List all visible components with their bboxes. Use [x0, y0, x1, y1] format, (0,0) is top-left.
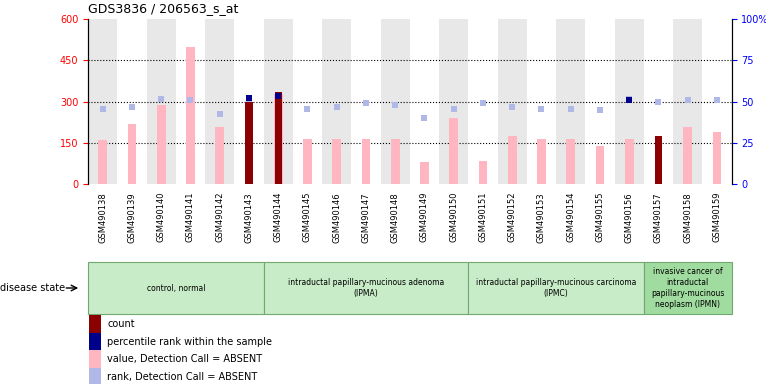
Bar	[537, 139, 546, 184]
Text: intraductal papillary-mucinous carcinoma
(IPMC): intraductal papillary-mucinous carcinoma…	[476, 278, 637, 298]
Bar	[498, 19, 527, 184]
Bar	[410, 19, 439, 184]
Bar	[264, 19, 293, 184]
Bar	[273, 94, 283, 184]
Text: rank, Detection Call = ABSENT: rank, Detection Call = ABSENT	[107, 372, 257, 382]
Bar	[215, 127, 224, 184]
Text: count: count	[107, 319, 135, 329]
Bar	[439, 19, 468, 184]
Bar	[244, 102, 254, 184]
Bar	[362, 139, 370, 184]
Bar	[508, 136, 516, 184]
Bar	[702, 19, 732, 184]
Bar	[90, 333, 101, 351]
Text: value, Detection Call = ABSENT: value, Detection Call = ABSENT	[107, 354, 263, 364]
Bar	[205, 19, 234, 184]
Bar	[264, 262, 468, 314]
Bar	[673, 19, 702, 184]
Bar	[420, 162, 429, 184]
Bar	[88, 262, 264, 314]
Bar	[712, 132, 722, 184]
Bar	[98, 140, 107, 184]
Bar	[683, 127, 692, 184]
Bar	[556, 19, 585, 184]
Bar	[293, 19, 322, 184]
Bar	[274, 92, 282, 184]
Bar	[88, 19, 117, 184]
Bar	[186, 47, 195, 184]
Text: control, normal: control, normal	[146, 283, 205, 293]
Bar	[468, 262, 643, 314]
Bar	[128, 124, 136, 184]
Bar	[245, 102, 253, 184]
Text: invasive cancer of
intraductal
papillary-mucinous
neoplasm (IPMN): invasive cancer of intraductal papillary…	[651, 267, 725, 309]
Text: disease state: disease state	[0, 283, 65, 293]
Bar	[479, 161, 487, 184]
Bar	[352, 19, 381, 184]
Bar	[332, 139, 341, 184]
Bar	[322, 19, 352, 184]
Bar	[176, 19, 205, 184]
Bar	[527, 19, 556, 184]
Bar	[234, 19, 264, 184]
Bar	[585, 19, 614, 184]
Bar	[625, 139, 633, 184]
Bar	[381, 19, 410, 184]
Bar	[566, 139, 575, 184]
Bar	[391, 139, 400, 184]
Text: intraductal papillary-mucinous adenoma
(IPMA): intraductal papillary-mucinous adenoma (…	[288, 278, 444, 298]
Bar	[614, 19, 643, 184]
Bar	[117, 19, 146, 184]
Bar	[450, 118, 458, 184]
Text: GDS3836 / 206563_s_at: GDS3836 / 206563_s_at	[88, 2, 238, 15]
Bar	[146, 19, 176, 184]
Bar	[90, 350, 101, 368]
Bar	[303, 139, 312, 184]
Bar	[468, 19, 498, 184]
Bar	[90, 368, 101, 384]
Bar	[643, 19, 673, 184]
Bar	[90, 315, 101, 333]
Text: percentile rank within the sample: percentile rank within the sample	[107, 337, 273, 347]
Bar	[655, 136, 662, 184]
Bar	[643, 262, 732, 314]
Bar	[595, 146, 604, 184]
Bar	[157, 104, 165, 184]
